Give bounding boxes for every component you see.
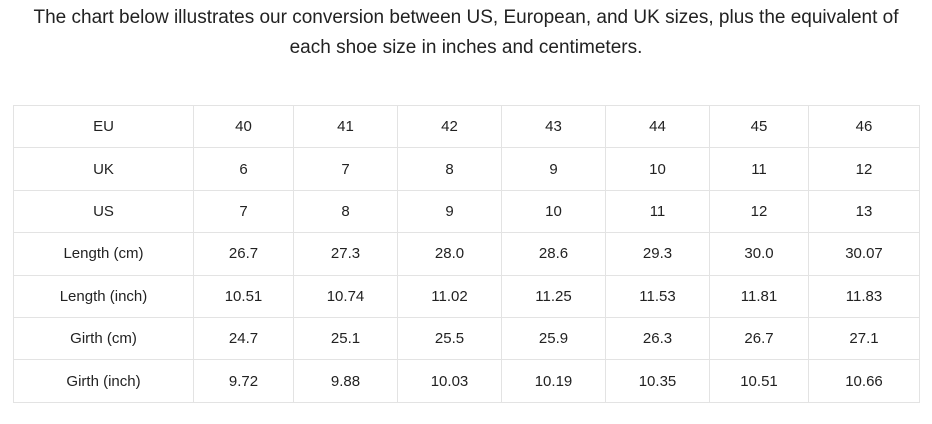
table-cell: 10: [605, 147, 710, 191]
row-label: Girth (inch): [13, 359, 194, 403]
table-cell: 11.83: [808, 274, 920, 318]
row-label: Length (cm): [13, 232, 194, 276]
table-cell: 30.0: [709, 232, 809, 276]
table-cell: 7: [193, 189, 294, 234]
table-cell: 28.6: [501, 232, 606, 276]
table-body: EU 40 41 42 43 44 45 46 UK 6 7 8 9 10 11 12 US 7 8 9 10 11 12 1…: [13, 104, 920, 403]
table-cell: 8: [293, 189, 398, 234]
table-cell: 10: [501, 189, 606, 234]
table-cell: 6: [193, 147, 294, 191]
table-cell: 24.7: [193, 316, 294, 361]
table-cell: 9: [501, 147, 606, 191]
table-cell: 10.35: [605, 359, 710, 403]
table-cell: 44: [605, 104, 710, 149]
table-cell: 11.81: [709, 274, 809, 318]
row-label: US: [13, 189, 194, 234]
table-cell: 26.3: [605, 316, 710, 361]
table-cell: 27.1: [808, 316, 920, 361]
table-cell: 41: [293, 104, 398, 149]
table-cell: 10.03: [397, 359, 502, 403]
table-cell: 10.51: [193, 274, 294, 318]
table-cell: 29.3: [605, 232, 710, 276]
intro-text: The chart below illustrates our conversi…: [33, 7, 899, 58]
table-cell: 46: [808, 104, 920, 149]
table-cell: 43: [501, 104, 606, 149]
table-cell: 42: [397, 104, 502, 149]
table-row: Girth (cm) 24.7 25.1 25.5 25.9 26.3 26.7 27.1: [13, 316, 920, 361]
row-label: Length (inch): [13, 274, 194, 318]
table-row: Length (cm) 26.7 27.3 28.0 28.6 29.3 30.0 30.07: [13, 232, 920, 276]
table-cell: 7: [293, 147, 398, 191]
table-cell: 10.66: [808, 359, 920, 403]
table-cell: 10.19: [501, 359, 606, 403]
table-cell: 8: [397, 147, 502, 191]
table-cell: 26.7: [709, 316, 809, 361]
row-label: Girth (cm): [13, 316, 194, 361]
row-label: UK: [13, 147, 194, 191]
table-cell: 11.02: [397, 274, 502, 318]
table-row: UK 6 7 8 9 10 11 12: [13, 147, 920, 191]
table-cell: 11: [709, 147, 809, 191]
table-cell: 45: [709, 104, 809, 149]
size-table: EU 40 41 42 43 44 45 46 UK 6 7 8 9 10 11 12 US 7 8 9 10 11 12 1…: [13, 104, 920, 403]
table-cell: 13: [808, 189, 920, 234]
table-cell: 10.51: [709, 359, 809, 403]
table-cell: 11.53: [605, 274, 710, 318]
table-cell: 25.5: [397, 316, 502, 361]
table-cell: 9: [397, 189, 502, 234]
table-cell: 11: [605, 189, 710, 234]
table-cell: 9.72: [193, 359, 294, 403]
table-row: Girth (inch) 9.72 9.88 10.03 10.19 10.35 10.51…: [13, 359, 920, 403]
table-cell: 28.0: [397, 232, 502, 276]
table-cell: 26.7: [193, 232, 294, 276]
table-cell: 30.07: [808, 232, 920, 276]
table-cell: 12: [709, 189, 809, 234]
table-cell: 10.74: [293, 274, 398, 318]
table-cell: 12: [808, 147, 920, 191]
table-cell: 9.88: [293, 359, 398, 403]
table-row: Length (inch) 10.51 10.74 11.02 11.25 11.53 11…: [13, 274, 920, 318]
table-row: EU 40 41 42 43 44 45 46: [13, 104, 920, 149]
table-cell: 25.1: [293, 316, 398, 361]
table-cell: 25.9: [501, 316, 606, 361]
table-row: US 7 8 9 10 11 12 13: [13, 189, 920, 234]
table-cell: 27.3: [293, 232, 398, 276]
table-cell: 40: [193, 104, 294, 149]
row-label: EU: [13, 104, 194, 149]
table-cell: 11.25: [501, 274, 606, 318]
